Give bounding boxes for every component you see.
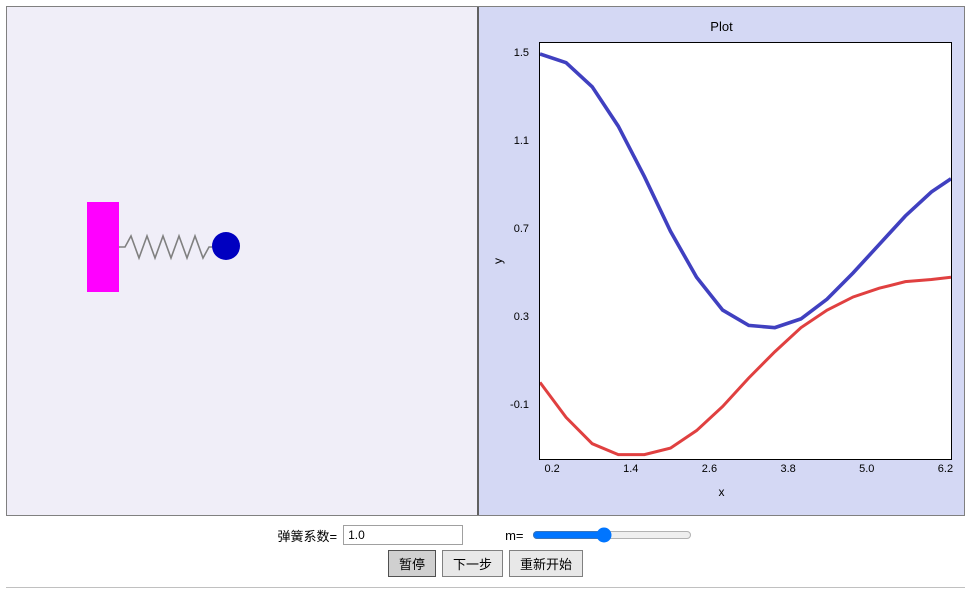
x-tick: 6.2 <box>938 463 953 475</box>
y-tick: 1.5 <box>514 47 529 59</box>
spring-const-label: 弹簧系数= <box>277 526 337 545</box>
y-tick: 0.7 <box>514 223 529 235</box>
step-button[interactable]: 下一步 <box>442 550 503 577</box>
x-tick: 1.4 <box>623 463 638 475</box>
red-curve <box>540 277 951 454</box>
panel-container: Plot y -0.10.30.71.11.5 0.21.42.63.85.06… <box>6 6 965 516</box>
controls-row-buttons: 暂停 下一步 重新开始 <box>6 550 965 577</box>
plot-x-ticks: 0.2 1.4 2.6 3.8 5.0 6.2 <box>539 463 952 477</box>
mass-label: m= <box>505 528 523 543</box>
plot-area <box>539 42 952 460</box>
y-tick: 0.3 <box>514 311 529 323</box>
pause-button[interactable]: 暂停 <box>388 550 436 577</box>
restart-button[interactable]: 重新开始 <box>509 550 583 577</box>
x-tick: 2.6 <box>702 463 717 475</box>
spring-icon <box>119 232 215 262</box>
y-tick: -0.1 <box>510 399 529 411</box>
x-tick: 3.8 <box>780 463 795 475</box>
x-tick: 0.2 <box>544 463 559 475</box>
spring-const-input[interactable] <box>343 525 463 545</box>
plot-title: Plot <box>479 19 964 34</box>
plot-svg <box>540 43 951 459</box>
spring-wall <box>87 202 119 292</box>
x-tick: 5.0 <box>859 463 874 475</box>
plot-panel: Plot y -0.10.30.71.11.5 0.21.42.63.85.06… <box>479 7 964 515</box>
mass-ball <box>212 232 240 260</box>
plot-y-ticks: -0.1 0.3 0.7 1.1 1.5 <box>479 42 535 460</box>
simulation-panel <box>7 7 479 515</box>
y-tick: 1.1 <box>514 135 529 147</box>
controls-bar: 弹簧系数= m= 暂停 下一步 重新开始 <box>6 516 965 588</box>
mass-slider[interactable] <box>532 526 692 544</box>
plot-xlabel: x <box>479 485 964 499</box>
controls-row-params: 弹簧系数= m= <box>6 524 965 546</box>
